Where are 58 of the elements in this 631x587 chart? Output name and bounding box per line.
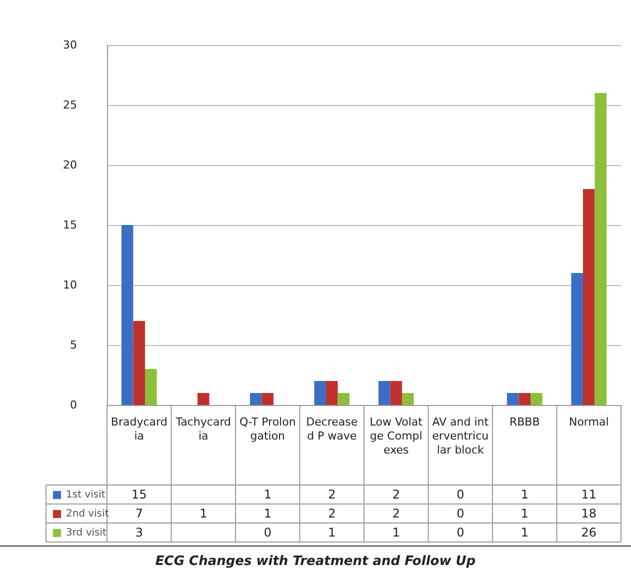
- data-label: 1: [520, 506, 528, 520]
- bar: [145, 369, 157, 405]
- bar: [390, 381, 402, 405]
- data-label: 1: [520, 526, 528, 540]
- x-tick-label: RBBB: [509, 416, 540, 428]
- data-label: 2: [328, 506, 336, 520]
- data-label: 1: [264, 506, 272, 520]
- bar: [197, 393, 210, 405]
- bar: [582, 189, 595, 405]
- y-tick-label: 5: [70, 338, 77, 352]
- bar: [121, 225, 134, 405]
- y-tick-label: 10: [63, 278, 77, 292]
- y-tick-label: 15: [63, 218, 77, 232]
- x-tick-label: AV and interventricular block: [432, 416, 490, 456]
- x-tick-label: Q-T Prolongation: [239, 416, 296, 442]
- bar: [326, 381, 338, 405]
- data-label: 1: [392, 526, 400, 540]
- data-label: 15: [131, 488, 147, 502]
- data-label: 2: [392, 506, 400, 520]
- data-label: 18: [581, 506, 597, 520]
- x-tick-label: Decreased P wave: [306, 416, 358, 442]
- bar: [250, 393, 262, 405]
- bar: [571, 273, 583, 405]
- y-tick-label: 0: [70, 398, 77, 412]
- bar: [133, 321, 146, 405]
- data-label: 7: [135, 506, 143, 520]
- x-tick-label: Normal: [568, 416, 609, 428]
- data-label: 0: [456, 526, 464, 540]
- x-tick-label: Low Volatge Complexes: [370, 416, 424, 456]
- data-label: 11: [581, 488, 597, 502]
- y-tick-label: 20: [63, 158, 77, 172]
- bar: [506, 393, 519, 405]
- y-tick-label: 25: [63, 98, 77, 112]
- bar: [530, 393, 542, 405]
- legend-label: 3rd visit: [66, 528, 107, 538]
- x-tick-label: Tachycardia: [174, 416, 232, 442]
- bar: [594, 93, 607, 405]
- data-label: 1: [520, 488, 528, 502]
- data-label: 0: [264, 526, 272, 540]
- bar: [402, 393, 414, 405]
- data-label: 26: [581, 526, 597, 540]
- data-label: 0: [456, 488, 464, 502]
- data-label: 3: [135, 526, 143, 540]
- x-tick-label: Bradycardia: [110, 416, 168, 442]
- bar: [314, 381, 326, 405]
- data-label: 1: [200, 506, 208, 520]
- bar: [378, 381, 390, 405]
- bar: [262, 393, 274, 405]
- data-label: 2: [328, 488, 336, 502]
- data-label: 1: [328, 526, 336, 540]
- text: ECG Changes with Treatment and Follow Up: [155, 554, 476, 569]
- legend-label: 1st visit: [66, 490, 106, 500]
- bar: [518, 393, 531, 405]
- data-label: 2: [392, 488, 400, 502]
- bar: [338, 393, 350, 405]
- y-tick-label: 30: [63, 38, 77, 52]
- data-label: 0: [456, 506, 464, 520]
- data-label: 1: [264, 488, 272, 502]
